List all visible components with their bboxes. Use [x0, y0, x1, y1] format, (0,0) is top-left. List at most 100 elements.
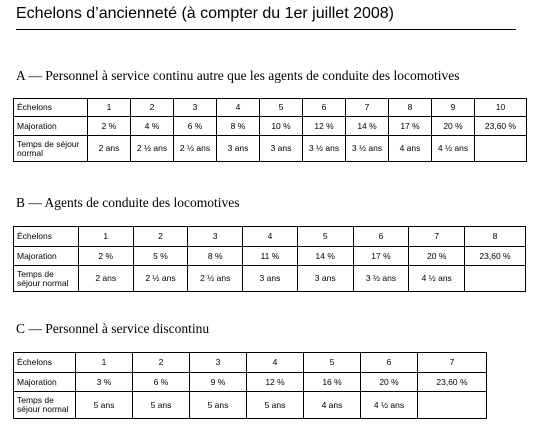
row-label-temps-sejour: Temps de séjour normal: [13, 265, 79, 292]
table-cell: 7: [345, 98, 389, 117]
table-cell: 20 %: [408, 246, 466, 266]
row-label-echelons: Échelons: [13, 352, 76, 373]
table-cell: 3: [187, 226, 244, 247]
table-cell: 3 ans: [259, 135, 303, 162]
row-label-temps-sejour: Temps de séjour normal: [13, 391, 76, 419]
table-cell: 8 %: [187, 246, 244, 266]
majoration-row: Majoration 2 % 5 % 8 % 11 % 14 % 17 % 20…: [13, 246, 526, 266]
row-label-majoration: Majoration: [13, 372, 76, 392]
table-cell: 6 %: [132, 372, 190, 392]
table-cell: 2: [132, 226, 189, 247]
table-cell: 12 %: [302, 116, 346, 136]
table-cell: 5 ans: [189, 391, 247, 419]
table-cell: 16 %: [303, 372, 361, 392]
table-cell: 8: [388, 98, 432, 117]
table-cell: 7: [408, 226, 466, 247]
table-cell: 5: [296, 226, 354, 247]
table-cell: 5 ans: [75, 391, 133, 419]
table-cell: 20 %: [360, 372, 418, 392]
table-cell: 23,60 %: [417, 372, 487, 392]
table-cell: 17 %: [388, 116, 432, 136]
table-cell: 5: [303, 352, 361, 373]
table-cell: 2 %: [87, 116, 131, 136]
table-cell: 1: [75, 352, 133, 373]
section-a-table: Échelons 1 2 3 4 5 6 7 8 9 10 Majoration…: [13, 98, 527, 162]
temps-sejour-row: Temps de séjour normal 2 ans 2 ½ ans 2 ½…: [13, 135, 527, 162]
table-cell: 8 %: [216, 116, 260, 136]
table-cell: 20 %: [431, 116, 475, 136]
table-cell: 2: [132, 352, 190, 373]
table-cell: 3: [173, 98, 217, 117]
table-cell: 6: [360, 352, 418, 373]
table-cell: 4 ½ ans: [431, 135, 475, 162]
table-cell: 3 %: [75, 372, 133, 392]
table-cell: 5: [259, 98, 303, 117]
table-cell: 2 ½ ans: [130, 135, 174, 162]
table-cell: 2: [130, 98, 174, 117]
table-cell: 8: [464, 226, 526, 247]
table-cell: 10: [474, 98, 527, 117]
section-b-heading: B — Agents de conduite des locomotives: [16, 195, 240, 210]
row-label-temps-sejour: Temps de séjour normal: [13, 135, 88, 162]
table-cell: 2 ans: [87, 135, 131, 162]
table-cell: 4: [242, 226, 298, 247]
table-cell: 23,60 %: [464, 246, 526, 266]
table-cell: 2 ans: [77, 265, 134, 292]
table-cell: 3 ans: [296, 265, 354, 292]
table-cell: 17 %: [352, 246, 410, 266]
table-cell: 9 %: [189, 372, 247, 392]
row-label-echelons: Échelons: [13, 98, 88, 117]
row-label-echelons: Échelons: [13, 226, 79, 247]
table-cell: 6 %: [173, 116, 217, 136]
echelons-row: Échelons 1 2 3 4 5 6 7: [13, 352, 487, 373]
table-cell: [417, 391, 487, 419]
table-cell: 7: [417, 352, 487, 373]
echelons-row: Échelons 1 2 3 4 5 6 7 8: [13, 226, 526, 247]
table-cell: 2 ½ ans: [187, 265, 244, 292]
table-cell: 4 %: [130, 116, 174, 136]
table-cell: 6: [302, 98, 346, 117]
table-cell: 23,60 %: [474, 116, 527, 136]
table-cell: 1: [87, 98, 131, 117]
table-cell: 4 ½ ans: [408, 265, 466, 292]
table-cell: 5 ans: [132, 391, 190, 419]
page-title: Echelons d’ancienneté (à compter du 1er …: [16, 5, 516, 30]
table-cell: 3 ans: [216, 135, 260, 162]
table-cell: 4 ans: [388, 135, 432, 162]
table-cell: 3 ½ ans: [302, 135, 346, 162]
section-c-heading: C — Personnel à service discontinu: [16, 321, 210, 336]
table-cell: 4 ans: [303, 391, 361, 419]
table-cell: 1: [77, 226, 134, 247]
temps-sejour-row: Temps de séjour normal 2 ans 2 ½ ans 2 ½…: [13, 265, 526, 292]
table-cell: 4: [216, 98, 260, 117]
table-cell: 6: [352, 226, 410, 247]
table-cell: 3: [189, 352, 247, 373]
table-cell: 3 ½ ans: [352, 265, 410, 292]
majoration-row: Majoration 2 % 4 % 6 % 8 % 10 % 12 % 14 …: [13, 116, 527, 136]
table-cell: 10 %: [259, 116, 303, 136]
table-cell: 11 %: [242, 246, 298, 266]
table-cell: [474, 135, 527, 162]
echelons-row: Échelons 1 2 3 4 5 6 7 8 9 10: [13, 98, 527, 117]
temps-sejour-row: Temps de séjour normal 5 ans 5 ans 5 ans…: [13, 391, 487, 419]
section-b-table: Échelons 1 2 3 4 5 6 7 8 Majoration 2 % …: [13, 226, 526, 292]
table-cell: 2 %: [77, 246, 134, 266]
table-cell: 2 ½ ans: [173, 135, 217, 162]
table-cell: 3 ans: [242, 265, 298, 292]
row-label-majoration: Majoration: [13, 246, 79, 266]
table-cell: 4 ½ ans: [360, 391, 418, 419]
table-cell: 3 ½ ans: [345, 135, 389, 162]
table-cell: 5 ans: [246, 391, 304, 419]
table-cell: 14 %: [345, 116, 389, 136]
table-cell: 9: [431, 98, 475, 117]
section-a-heading: A — Personnel à service continu autre qu…: [16, 68, 460, 83]
majoration-row: Majoration 3 % 6 % 9 % 12 % 16 % 20 % 23…: [13, 372, 487, 392]
table-cell: 4: [246, 352, 304, 373]
table-cell: 14 %: [296, 246, 354, 266]
section-c-table: Échelons 1 2 3 4 5 6 7 Majoration 3 % 6 …: [13, 352, 487, 419]
table-cell: 12 %: [246, 372, 304, 392]
table-cell: 2 ½ ans: [132, 265, 189, 292]
table-cell: 5 %: [132, 246, 189, 266]
row-label-majoration: Majoration: [13, 116, 88, 136]
table-cell: [464, 265, 526, 292]
